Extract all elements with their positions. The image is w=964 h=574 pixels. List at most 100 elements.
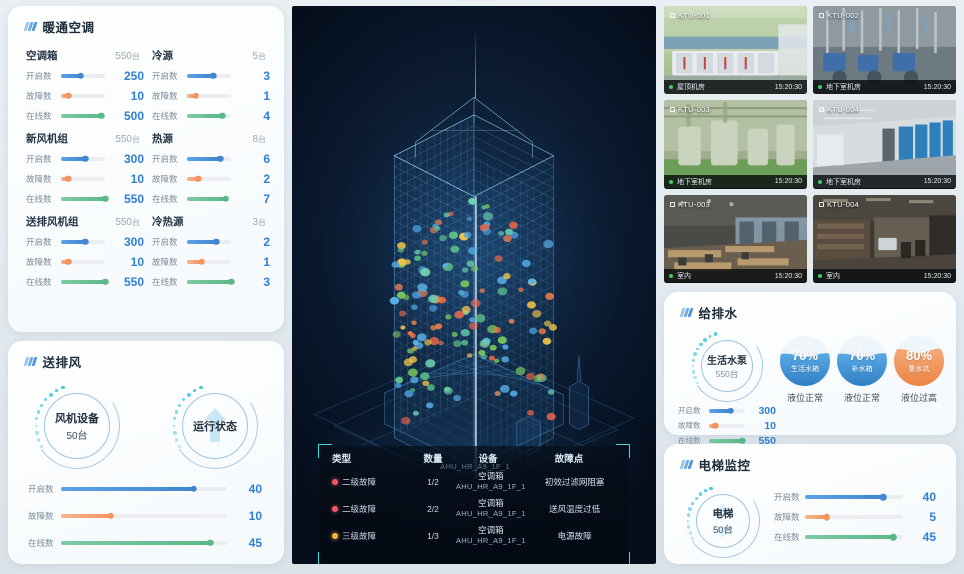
fan-status-label: 运行状态: [193, 421, 237, 433]
metric-slider-track[interactable]: [61, 485, 227, 492]
metric-slider-track[interactable]: [187, 238, 231, 245]
metric-slider-knob[interactable]: [81, 155, 89, 162]
metric-row: 在线数 550: [26, 192, 144, 206]
metric-slider-knob[interactable]: [823, 513, 830, 521]
metric-slider-track[interactable]: [187, 175, 231, 182]
metric-slider-knob[interactable]: [190, 485, 198, 492]
fan-metrics-list: 开启数 40 故障数 10 在线数 45: [8, 473, 284, 550]
metric-slider-track[interactable]: [709, 407, 745, 414]
device-name: 冷源: [152, 50, 173, 62]
metric-slider-track[interactable]: [187, 258, 231, 265]
metric-label: 故障数: [26, 90, 52, 101]
alarm-type: 三级故障: [332, 530, 410, 542]
metric-slider-track[interactable]: [61, 72, 105, 79]
metric-slider-knob[interactable]: [64, 175, 72, 182]
live-dot-icon: [818, 274, 822, 278]
alarm-table[interactable]: 类型 数量 设备 故障点 AHU_HR_A9_1F_1 二级故障 1/2 空调箱 AHU…: [318, 444, 630, 564]
building-visualization-panel[interactable]: 类型 数量 设备 故障点 AHU_HR_A9_1F_1 二级故障 1/2 空调箱 AHU…: [292, 6, 656, 564]
metric-slider-track[interactable]: [805, 493, 903, 501]
metric-slider-knob[interactable]: [192, 92, 200, 99]
metric-slider-knob[interactable]: [222, 195, 229, 202]
metric-slider-track[interactable]: [61, 92, 105, 99]
metric-slider-track[interactable]: [187, 72, 231, 79]
camera-id: KTU-003: [670, 200, 710, 209]
metric-slider-track[interactable]: [61, 539, 227, 546]
water-card: 给排水 生活水泵 550台 开启数 300 故障数: [664, 292, 956, 447]
metric-slider-knob[interactable]: [213, 238, 220, 245]
metric-slider-knob[interactable]: [227, 278, 235, 285]
camera-tile[interactable]: KTU-001 屋顶机房 15:20:30: [664, 6, 807, 95]
camera-feed-image: [664, 100, 807, 189]
metric-value: 40: [922, 490, 936, 504]
camera-tile[interactable]: KTU-002 地下室机房 15:20:30: [813, 6, 956, 95]
metric-value: 3: [263, 68, 270, 83]
metric-slider-track[interactable]: [61, 278, 109, 285]
metric-slider-track[interactable]: [61, 238, 105, 245]
metric-slider-knob[interactable]: [880, 493, 887, 501]
device-name: 送排风机组: [26, 216, 79, 228]
tank-gauge: 70% 生活水箱: [780, 336, 830, 386]
metric-slider-knob[interactable]: [216, 155, 224, 162]
metric-slider-track[interactable]: [61, 258, 105, 265]
alarm-row[interactable]: 二级故障 2/2 空调箱 AHU_HR_A9_1F_1 送风温度过低: [332, 495, 618, 522]
metric-slider-track[interactable]: [61, 512, 227, 519]
camera-timestamp: 15:20:30: [774, 83, 802, 91]
tank-status: 液位正常: [786, 393, 823, 403]
alarm-row[interactable]: 二级故障 1/2 空调箱 AHU_HR_A9_1F_1 初效过滤网阻塞: [332, 468, 618, 495]
metric-slider-knob[interactable]: [64, 258, 72, 265]
metric-slider-knob[interactable]: [107, 512, 115, 519]
metric-row: 开启数 6: [152, 152, 270, 166]
metric-slider-fill: [61, 176, 69, 181]
fan-card-title: 送排风: [8, 341, 284, 377]
metric-value: 10: [130, 88, 144, 103]
metric-slider-track[interactable]: [187, 278, 235, 285]
metric-slider-knob[interactable]: [727, 407, 734, 414]
metric-slider-track[interactable]: [61, 175, 105, 182]
camera-location: 地下室机房: [669, 177, 712, 187]
hvac-device-group: 热源 8台 开启数 6 故障数 2 在线数 7: [152, 131, 270, 206]
metric-slider-knob[interactable]: [218, 112, 226, 119]
metric-slider-knob[interactable]: [101, 195, 109, 202]
metric-slider-knob[interactable]: [64, 92, 72, 99]
metric-slider-track[interactable]: [709, 437, 746, 444]
metric-slider-track[interactable]: [187, 155, 231, 162]
tank-item[interactable]: 80% 集水坑 液位过高: [894, 336, 944, 404]
metric-slider-knob[interactable]: [101, 278, 109, 285]
metric-slider-track[interactable]: [805, 533, 903, 541]
fan-status-ring: 运行状态: [163, 374, 267, 478]
metric-slider-knob[interactable]: [738, 437, 746, 444]
metric-slider-track[interactable]: [187, 195, 231, 202]
tank-percent: 70%: [791, 347, 819, 363]
metric-slider-track[interactable]: [61, 155, 105, 162]
alarm-col-header: 设备: [478, 454, 498, 465]
camera-status-bar: 地下室机房 15:20:30: [813, 80, 956, 95]
metric-slider-knob[interactable]: [207, 539, 214, 546]
metric-slider-knob[interactable]: [712, 422, 719, 429]
metric-label: 故障数: [26, 173, 52, 184]
metric-slider-track[interactable]: [187, 92, 231, 99]
metric-slider-knob[interactable]: [81, 238, 89, 245]
metric-slider-track[interactable]: [61, 112, 105, 119]
building-wireframe-3d[interactable]: [292, 6, 656, 564]
metric-slider-knob[interactable]: [97, 112, 105, 119]
tank-item[interactable]: 70% 生活水箱 液位正常: [780, 336, 830, 404]
metric-slider-track[interactable]: [61, 195, 109, 202]
camera-icon: [819, 13, 824, 18]
metric-slider-track[interactable]: [709, 422, 745, 429]
metric-slider-knob[interactable]: [889, 533, 897, 541]
camera-tile[interactable]: KTU-003 地下室机房 15:20:30: [664, 100, 807, 189]
metric-slider-track[interactable]: [805, 513, 903, 521]
metric-label: 在线数: [26, 193, 52, 204]
camera-tile[interactable]: KTU-004 室内 15:20:30: [813, 194, 956, 283]
metric-slider-track[interactable]: [187, 112, 231, 119]
device-name: 空调箱: [26, 50, 58, 62]
device-header: 送排风机组 550台: [26, 214, 144, 229]
camera-tile[interactable]: KTU-004 地下室机房 15:20:30: [813, 100, 956, 189]
metric-slider-knob[interactable]: [194, 175, 202, 182]
tank-item[interactable]: 70% 补水箱 液位正常: [837, 336, 887, 404]
camera-tile[interactable]: KTU-003 室内 15:20:30: [664, 194, 807, 283]
alarm-row[interactable]: 三级故障 1/3 空调箱 AHU_HR_A9_1F_1 电源故障: [332, 522, 618, 549]
metric-slider-knob[interactable]: [198, 258, 205, 265]
metric-slider-knob[interactable]: [210, 72, 217, 79]
metric-slider-knob[interactable]: [77, 72, 85, 79]
